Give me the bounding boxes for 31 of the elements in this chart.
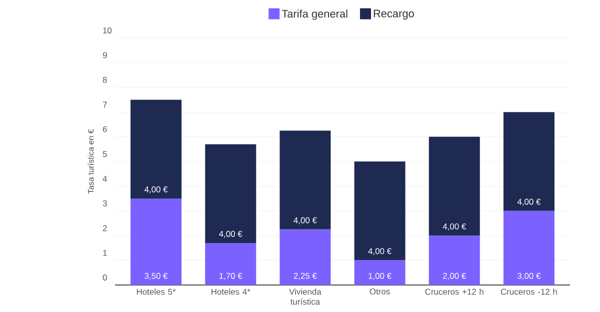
data-label: 3,50 €	[144, 272, 168, 280]
y-tick-label: 8	[102, 76, 107, 83]
data-label: 1,70 €	[219, 272, 242, 280]
data-label: 4,00 €	[368, 248, 392, 256]
y-tick-label: 0	[102, 274, 107, 280]
x-tick-label: Hoteles 5*	[136, 288, 176, 295]
x-tick-label: Cruceros +12 h	[425, 288, 484, 295]
data-label: 2,00 €	[443, 272, 466, 280]
data-label: 4,00 €	[294, 217, 317, 224]
y-tick-label: 6	[102, 126, 107, 132]
y-tick-label: 5	[102, 151, 107, 157]
legend-label: Recargo	[374, 10, 414, 20]
y-tick-label: 2	[102, 225, 107, 232]
y-tick-label: 10	[103, 27, 112, 34]
y-tick-label: 3	[102, 200, 107, 206]
x-tick-label: Vivienda turística	[289, 288, 322, 305]
x-tick-label: Cruceros -12 h	[500, 288, 557, 295]
x-tick-label: Hoteles 4*	[212, 288, 250, 295]
y-tick-label: 9	[102, 52, 107, 58]
data-label: 4,00 €	[517, 198, 541, 206]
y-tick-label: 7	[102, 102, 107, 108]
y-tick-label: 1	[103, 250, 107, 256]
y-tick-label: 4	[102, 176, 107, 182]
data-label: 4,00 €	[144, 186, 168, 194]
data-label: 4,00 €	[442, 223, 466, 230]
x-tick-label: Otros	[370, 288, 390, 295]
data-label: 4,00 €	[219, 230, 242, 238]
data-label: 3,00 €	[518, 272, 541, 280]
data-label: 2,25 €	[294, 272, 317, 280]
data-label: 1,00 €	[368, 272, 392, 280]
legend-label: Tarifa general	[282, 10, 348, 20]
